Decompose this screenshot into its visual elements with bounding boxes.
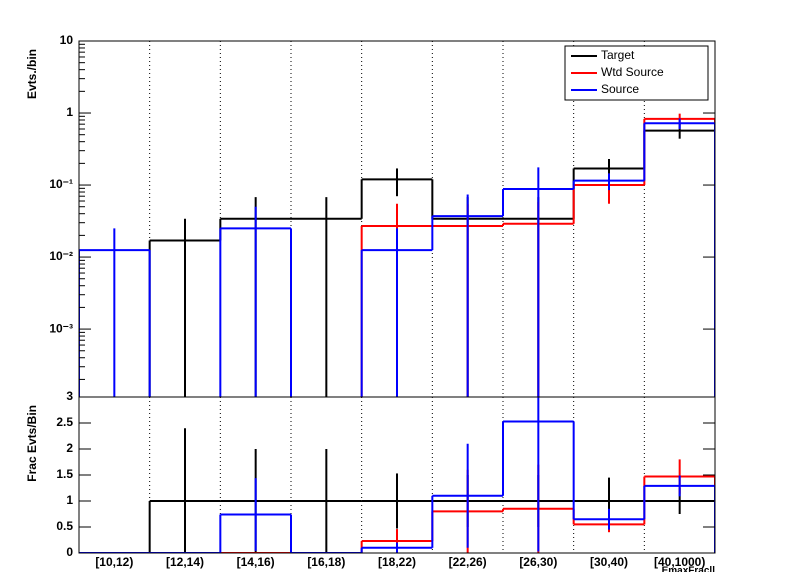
y-tick-label: 2.5 <box>56 415 73 429</box>
y-tick-label: 1.5 <box>56 467 73 481</box>
x-tick-label: [12,14) <box>166 555 204 569</box>
legend-label: Source <box>601 82 639 96</box>
x-tick-label: [40,1000) <box>654 555 705 569</box>
y-tick-label: 0.5 <box>56 519 73 533</box>
y-tick-label: 0 <box>66 545 73 559</box>
x-tick-label: [30,40) <box>590 555 628 569</box>
y-tick-label: 1 <box>66 493 73 507</box>
x-tick-label: [16,18) <box>307 555 345 569</box>
y-tick-label: 10⁻³ <box>49 321 73 335</box>
legend-label: Wtd Source <box>601 65 664 79</box>
y-tick-label: 3 <box>66 389 73 403</box>
y-tick-label: 2 <box>66 441 73 455</box>
top-plot-area <box>79 41 715 397</box>
x-tick-label: [14,16) <box>237 555 275 569</box>
y-tick-label: 10⁻¹ <box>49 177 73 191</box>
x-tick-label: [10,12) <box>95 555 133 569</box>
x-tick-label: [22,26) <box>449 555 487 569</box>
y-axis-title: Evts./bin <box>25 49 39 99</box>
x-tick-label: [18,22) <box>378 555 416 569</box>
legend-label: Target <box>601 48 635 62</box>
y-tick-label: 10 <box>60 33 74 47</box>
x-tick-label: [26,30) <box>519 555 557 569</box>
y-tick-label: 1 <box>66 105 73 119</box>
y-axis-title: Frac Evts/Bin <box>25 405 39 482</box>
bottom-plot-area <box>79 397 715 553</box>
x-axis-title: EmaxFracll <box>662 566 716 572</box>
y-tick-label: 10⁻² <box>49 249 73 263</box>
